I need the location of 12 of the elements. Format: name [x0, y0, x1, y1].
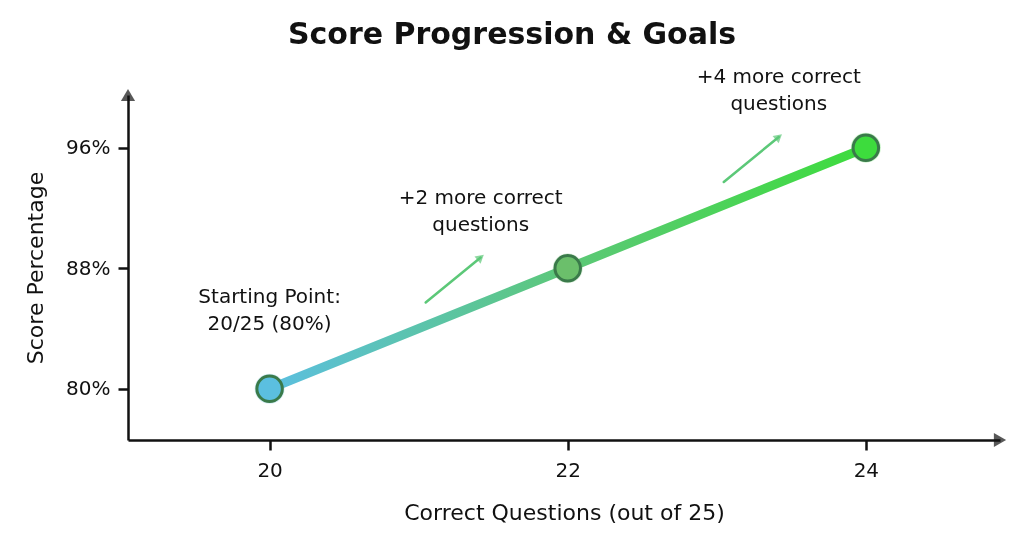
y-tick-label: 88% [66, 255, 111, 280]
y-tick-label: 80% [66, 376, 111, 401]
x-tick-label: 20 [257, 457, 283, 482]
chart-title: Score Progression & Goals [287, 16, 737, 51]
annotation: +4 more correct questions [696, 63, 861, 115]
y-axis-title: Score Percentage [23, 171, 49, 365]
x-axis-title: Correct Questions (out of 25) [404, 499, 725, 525]
x-tick-label: 24 [853, 457, 880, 482]
annotation: Starting Point: 20/25 (80%) [198, 283, 341, 335]
x-tick-label: 22 [555, 457, 581, 482]
y-tick-label: 96% [66, 135, 111, 160]
annotation: +2 more correct questions [398, 184, 563, 236]
